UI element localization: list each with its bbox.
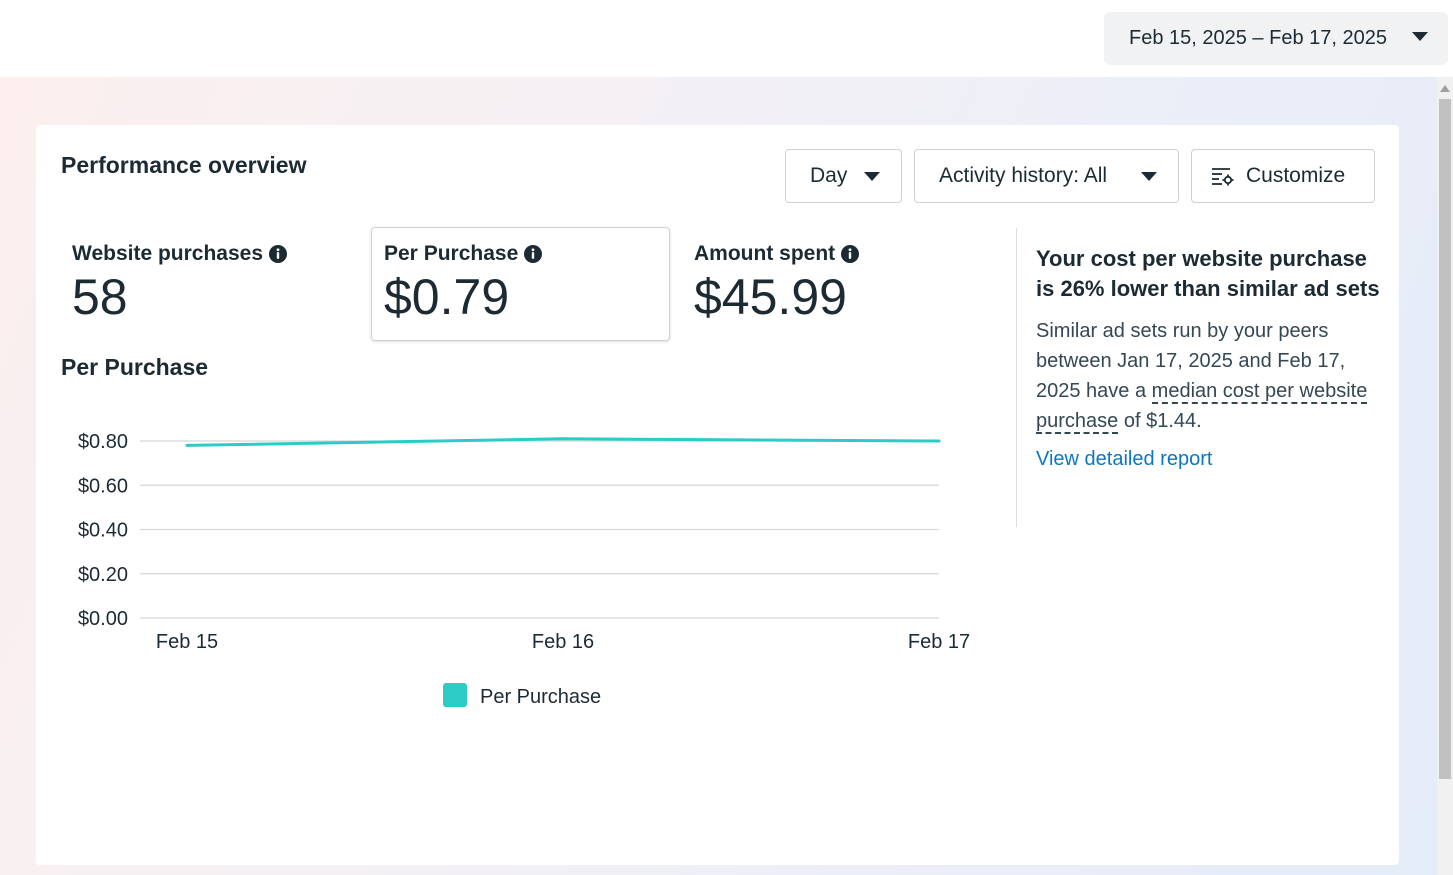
median-cost-term[interactable]: median cost per website purchase	[1036, 380, 1368, 434]
activity-history-label: Activity history: All	[939, 164, 1108, 187]
y-tick-label: $0.40	[78, 520, 128, 542]
chevron-down-icon	[1141, 172, 1157, 181]
data-point	[185, 443, 189, 447]
x-tick-label: Feb 16	[532, 631, 594, 653]
section-divider	[1016, 228, 1017, 527]
y-tick-label: $0.00	[78, 608, 128, 630]
chevron-down-icon	[864, 172, 880, 181]
metric-website-purchases[interactable]: Website purchases 58	[72, 242, 288, 326]
benchmark-insight: Your cost per website purchase is 26% lo…	[1036, 244, 1386, 471]
date-range-picker[interactable]: Feb 15, 2025 – Feb 17, 2025	[1104, 12, 1448, 65]
customize-label: Customize	[1246, 164, 1346, 187]
metric-amount-spent[interactable]: Amount spent $45.99	[694, 242, 860, 326]
legend-label: Per Purchase	[480, 686, 601, 708]
scroll-up-arrow-icon[interactable]	[1440, 85, 1450, 92]
activity-history-dropdown[interactable]: Activity history: All	[914, 149, 1179, 203]
y-tick-label: $0.60	[78, 475, 128, 497]
insight-body: Similar ad sets run by your peers betwee…	[1036, 316, 1386, 436]
metric-per-purchase[interactable]: Per Purchase $0.79	[371, 227, 670, 341]
x-tick-label: Feb 15	[156, 631, 218, 653]
y-tick-label: $0.20	[78, 564, 128, 586]
date-range-label: Feb 15, 2025 – Feb 17, 2025	[1129, 27, 1387, 49]
scrollbar-thumb[interactable]	[1439, 99, 1451, 779]
chevron-down-icon	[1412, 32, 1428, 41]
chart-title: Per Purchase	[61, 354, 209, 380]
data-point	[561, 437, 565, 441]
x-tick-label: Feb 17	[908, 631, 970, 653]
info-icon[interactable]	[841, 245, 860, 263]
metric-label: Per Purchase	[384, 242, 519, 265]
insight-body-text: of $1.44.	[1118, 410, 1202, 432]
per-purchase-line-chart: $0.00 $0.20 $0.40 $0.60 $0.80 Feb 15 Feb 16 Feb…	[78, 431, 970, 708]
metric-label: Amount spent	[694, 242, 836, 265]
info-icon[interactable]	[269, 245, 288, 263]
data-point	[937, 439, 941, 443]
vertical-scrollbar[interactable]	[1437, 77, 1453, 875]
info-icon[interactable]	[524, 245, 543, 263]
legend-swatch	[443, 683, 467, 707]
customize-button[interactable]: Customize	[1191, 149, 1375, 203]
y-tick-label: $0.80	[78, 431, 128, 453]
granularity-label: Day	[810, 164, 848, 187]
metric-value: 58	[72, 269, 128, 325]
performance-overview-card: Performance overview Day Activity histor…	[36, 125, 1399, 865]
insight-headline: Your cost per website purchase is 26% lo…	[1036, 246, 1380, 301]
card-title: Performance overview	[61, 152, 307, 178]
insight-body-text: Similar ad sets run by your peers betwee…	[1036, 320, 1346, 402]
top-bar: Feb 15, 2025 – Feb 17, 2025	[0, 0, 1453, 77]
metric-value: $45.99	[694, 269, 847, 325]
customize-settings-icon	[1212, 168, 1234, 186]
granularity-dropdown[interactable]: Day	[785, 149, 902, 203]
metric-value: $0.79	[384, 269, 510, 325]
metric-label: Website purchases	[72, 242, 264, 265]
view-detailed-report-link[interactable]: View detailed report	[1036, 448, 1213, 470]
